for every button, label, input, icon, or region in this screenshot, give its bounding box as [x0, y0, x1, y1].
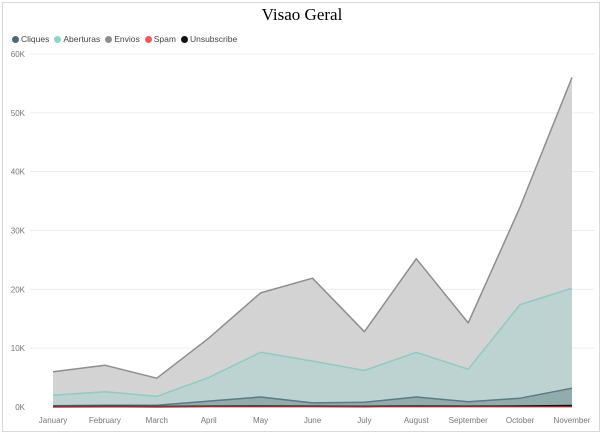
legend-item-envios[interactable]: Envios: [105, 34, 140, 44]
line-envios[interactable]: [52, 77, 573, 379]
line-cliques[interactable]: [52, 387, 573, 407]
x-tick-label: July: [357, 416, 371, 425]
x-axis-ticks: January February March April May June July Augu…: [39, 416, 591, 425]
area-cliques[interactable]: [53, 388, 572, 407]
legend-marker-unsubscribe: [180, 35, 188, 43]
legend-marker-aberturas: [54, 35, 62, 43]
legend-label: Envios: [114, 34, 140, 44]
area-envios[interactable]: [53, 77, 572, 408]
line-aberturas[interactable]: [52, 287, 573, 398]
chart-legend: Cliques Aberturas Envios Spam Unsubscribe: [12, 33, 238, 45]
series-areas: [52, 77, 573, 408]
x-tick-label: March: [146, 416, 168, 425]
legend-label: Spam: [153, 34, 176, 44]
y-tick-label: 20K: [11, 285, 26, 294]
legend-label: Aberturas: [63, 34, 101, 44]
x-tick-label: April: [201, 416, 217, 425]
y-tick-label: 40K: [11, 168, 26, 177]
area-aberturas[interactable]: [53, 288, 572, 407]
legend-marker-envios: [105, 35, 113, 43]
legend-item-spam[interactable]: Spam: [144, 34, 176, 44]
y-tick-label: 10K: [11, 344, 26, 353]
x-tick-label: June: [304, 416, 322, 425]
chart-title: Visao Geral: [261, 5, 343, 24]
legend-item-aberturas[interactable]: Aberturas: [54, 34, 100, 44]
legend-label: Unsubscribe: [189, 34, 238, 44]
x-tick-label: January: [39, 416, 67, 425]
y-tick-label: 30K: [11, 227, 26, 236]
x-tick-label: November: [554, 416, 591, 425]
x-tick-label: August: [404, 416, 430, 425]
x-tick-label: February: [89, 416, 121, 425]
y-tick-label: 50K: [11, 109, 26, 118]
legend-item-unsubscribe[interactable]: Unsubscribe: [180, 34, 238, 44]
legend-marker-spam: [144, 35, 152, 43]
legend-marker-cliques: [12, 35, 19, 43]
x-tick-label: May: [253, 416, 268, 425]
y-tick-label: 60K: [11, 50, 26, 59]
x-tick-label: October: [506, 416, 535, 425]
y-axis-ticks: 0K 10K 20K 30K 40K 50K 60K: [11, 50, 26, 412]
x-tick-label: September: [449, 416, 488, 425]
legend-label: Cliques: [21, 34, 50, 44]
y-tick-label: 0K: [15, 403, 25, 412]
legend-item-cliques[interactable]: Cliques: [12, 34, 49, 44]
